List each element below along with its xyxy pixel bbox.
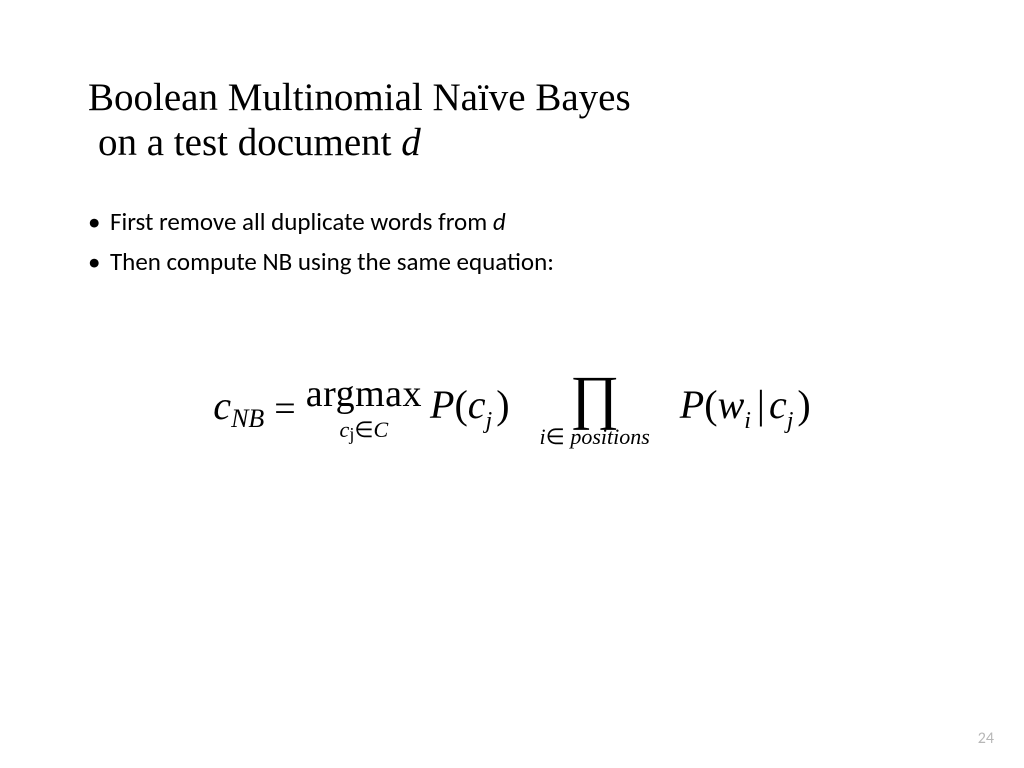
eq-P1: P	[430, 382, 454, 427]
page-number: 24	[978, 729, 994, 748]
eq-lhs: cNB	[213, 386, 264, 432]
eq-argmax-sub-in: ∈	[354, 417, 373, 442]
eq-argmax-sub-C: C	[374, 417, 389, 442]
eq-j2: j	[787, 408, 794, 434]
eq-likelihood: P(wi|cj)	[680, 385, 811, 433]
eq-argmax-sub-c: c	[340, 417, 350, 442]
title-line2-text: on a test document	[98, 121, 401, 164]
eq-lhs-c: c	[213, 383, 231, 428]
eq-prod-symbol: ∏	[570, 370, 619, 424]
eq-lp2: (	[704, 382, 717, 427]
bullet-item-2: Then compute NB using the same equation:	[88, 245, 554, 279]
eq-lp1: (	[454, 382, 467, 427]
bullet-list: First remove all duplicate words from d …	[88, 205, 554, 285]
eq-prod-sub-in: ∈	[546, 424, 565, 449]
bullet-1-var: d	[493, 206, 506, 237]
title-line1: Boolean Multinomial Naïve Bayes	[88, 76, 631, 119]
title-var-d: d	[401, 121, 421, 164]
eq-rp1: )	[496, 382, 509, 427]
eq-c1: c	[468, 382, 486, 427]
eq-w: w	[718, 382, 745, 427]
equation-row: cNB = argmax cj∈C P(cj) ∏ i∈ posi	[213, 370, 810, 448]
eq-i: i	[744, 408, 751, 434]
equation: cNB = argmax cj∈C P(cj) ∏ i∈ posi	[0, 370, 1024, 448]
eq-c2: c	[769, 382, 787, 427]
eq-argmax-sub: cj∈C	[340, 419, 389, 443]
eq-argmax-label: argmax	[306, 375, 422, 413]
eq-lhs-sub: NB	[231, 404, 264, 433]
slide-title: Boolean Multinomial Naïve Bayes on a tes…	[88, 76, 631, 166]
eq-rp2: )	[797, 382, 810, 427]
bullet-1-text: First remove all duplicate words from	[110, 206, 493, 237]
eq-P2: P	[680, 382, 704, 427]
eq-j1: j	[486, 408, 493, 434]
eq-product: ∏ i∈ positions	[540, 370, 650, 448]
eq-equals: =	[274, 387, 295, 431]
eq-prior: P(cj)	[430, 385, 510, 433]
bullet-item-1: First remove all duplicate words from d	[88, 205, 554, 239]
title-line2: on a test document d	[98, 121, 631, 166]
eq-prod-sub-pos: positions	[565, 424, 650, 449]
bullet-2-text: Then compute NB using the same equation:	[110, 246, 554, 277]
eq-bar: |	[757, 382, 765, 427]
eq-argmax: argmax cj∈C	[306, 375, 422, 443]
slide: Boolean Multinomial Naïve Bayes on a tes…	[0, 0, 1024, 768]
eq-prod-sub: i∈ positions	[540, 426, 650, 448]
